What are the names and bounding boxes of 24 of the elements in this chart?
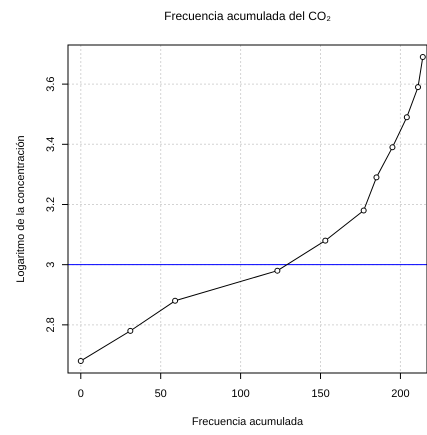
point xyxy=(389,144,396,150)
y-tick-label: 3 xyxy=(45,262,57,268)
y-tick-label: 2.8 xyxy=(45,317,57,332)
point xyxy=(420,54,426,60)
point xyxy=(127,328,134,334)
y-axis-title: Logaritmo de la concentración xyxy=(15,135,27,283)
point xyxy=(78,358,84,364)
y-tick-label: 3.4 xyxy=(45,136,57,152)
y-tick-label: 3.6 xyxy=(45,76,57,92)
point xyxy=(322,238,328,244)
chart-title: Frecuencia acumulada del CO₂ xyxy=(164,9,332,23)
x-tick-label: 150 xyxy=(311,388,330,400)
point xyxy=(404,114,410,120)
y-tick-label: 3.2 xyxy=(45,196,57,212)
x-tick-label: 100 xyxy=(231,388,250,400)
point xyxy=(274,268,280,274)
x-tick-label: 0 xyxy=(78,388,84,400)
point xyxy=(373,174,380,180)
x-tick-label: 200 xyxy=(391,388,410,400)
x-axis-title: Frecuencia acumulada xyxy=(192,416,304,428)
point xyxy=(172,298,178,304)
x-tick-label: 50 xyxy=(154,388,167,400)
point xyxy=(360,208,367,214)
point xyxy=(415,84,422,90)
